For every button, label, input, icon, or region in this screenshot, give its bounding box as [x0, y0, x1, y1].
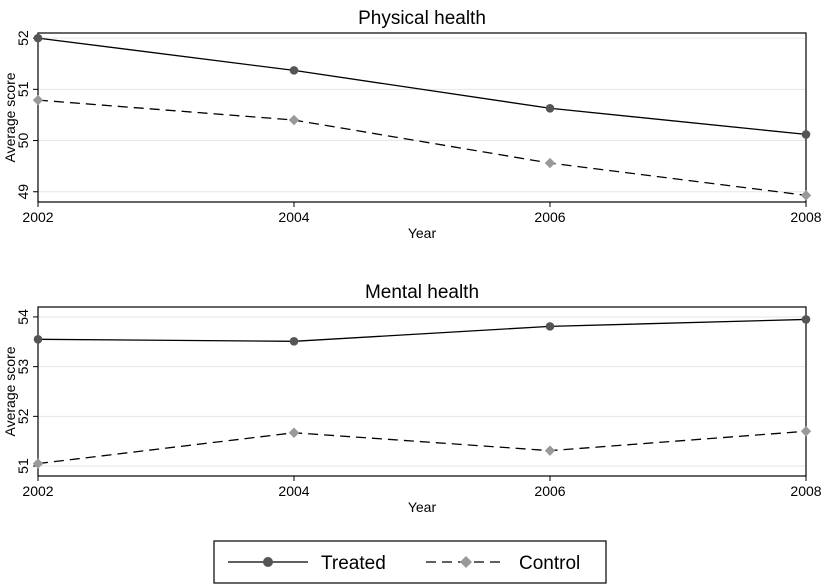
- legend-label-treated: Treated: [321, 553, 386, 574]
- physical-health-x-tick-label: 2006: [534, 209, 565, 225]
- mental-health-y-tick-label: 53: [15, 359, 31, 375]
- mental-health-control-point: [288, 427, 300, 438]
- physical-health-control-point: [288, 114, 300, 126]
- physical-health-treated-line: [37, 37, 807, 136]
- mental-health-treated-point: [545, 322, 555, 331]
- legend-marker-treated: [263, 557, 273, 567]
- mental-health-x-tick-label: 2002: [22, 483, 53, 499]
- physical-health-control-point: [544, 157, 556, 169]
- mental-health-x-tick-label: 2006: [534, 483, 565, 499]
- legend-label-control: Control: [519, 553, 580, 574]
- physical-health-panel: 49 50 51 52 2002 2004 2006 2008 Physical health Y…: [2, 8, 822, 241]
- legend: Treated Control: [213, 540, 607, 584]
- mental-health-y-tick-label: 51: [15, 458, 31, 474]
- mental-health-x-axis-label: Year: [408, 499, 437, 515]
- physical-health-x-tick-label: 2004: [278, 209, 309, 225]
- mental-health-control-point: [32, 458, 44, 469]
- physical-health-y-tick-label: 52: [15, 30, 31, 46]
- mental-health-treated-point: [33, 335, 43, 344]
- physical-health-y-axis-label: Average score: [2, 72, 18, 162]
- mental-health-control-line: [37, 430, 807, 465]
- mental-health-treated-point: [801, 315, 811, 324]
- mental-health-treated-point: [289, 336, 299, 346]
- physical-health-control-line: [37, 99, 807, 196]
- physical-health-treated-point: [801, 130, 811, 139]
- mental-health-control-point: [800, 426, 812, 437]
- physical-health-control-point: [32, 94, 44, 106]
- mental-health-y-tick-label: 52: [15, 408, 31, 424]
- mental-health-title: Mental health: [365, 282, 479, 303]
- mental-health-plot-area: [38, 307, 806, 476]
- mental-health-panel: 51 52 53 54 2002 2004 2006 2008 Mental health Yea…: [2, 282, 822, 515]
- mental-health-x-tick-label: 2008: [790, 483, 821, 499]
- physical-health-treated-point: [289, 66, 299, 75]
- physical-health-plot-area: [38, 33, 806, 202]
- physical-health-x-axis-label: Year: [408, 225, 437, 241]
- physical-health-y-tick-label: 49: [15, 184, 31, 200]
- physical-health-treated-point: [545, 103, 555, 113]
- physical-health-control-point: [800, 190, 812, 201]
- physical-health-y-tick-label: 50: [15, 133, 31, 149]
- physical-health-x-tick-label: 2008: [790, 209, 821, 225]
- mental-health-control-point: [544, 445, 556, 456]
- physical-health-title: Physical health: [358, 8, 486, 29]
- physical-health-y-tick-label: 51: [15, 81, 31, 97]
- mental-health-axes-frame: [37, 306, 807, 477]
- mental-health-y-axis-label: Average score: [2, 346, 18, 436]
- physical-health-x-tick-label: 2002: [22, 209, 53, 225]
- legend-marker-control: [460, 556, 472, 568]
- mental-health-x-tick-label: 2004: [278, 483, 309, 499]
- physical-health-axes-frame: [37, 32, 807, 203]
- mental-health-treated-line: [37, 318, 807, 342]
- physical-health-treated-point: [33, 33, 43, 43]
- mental-health-y-tick-label: 54: [15, 309, 31, 325]
